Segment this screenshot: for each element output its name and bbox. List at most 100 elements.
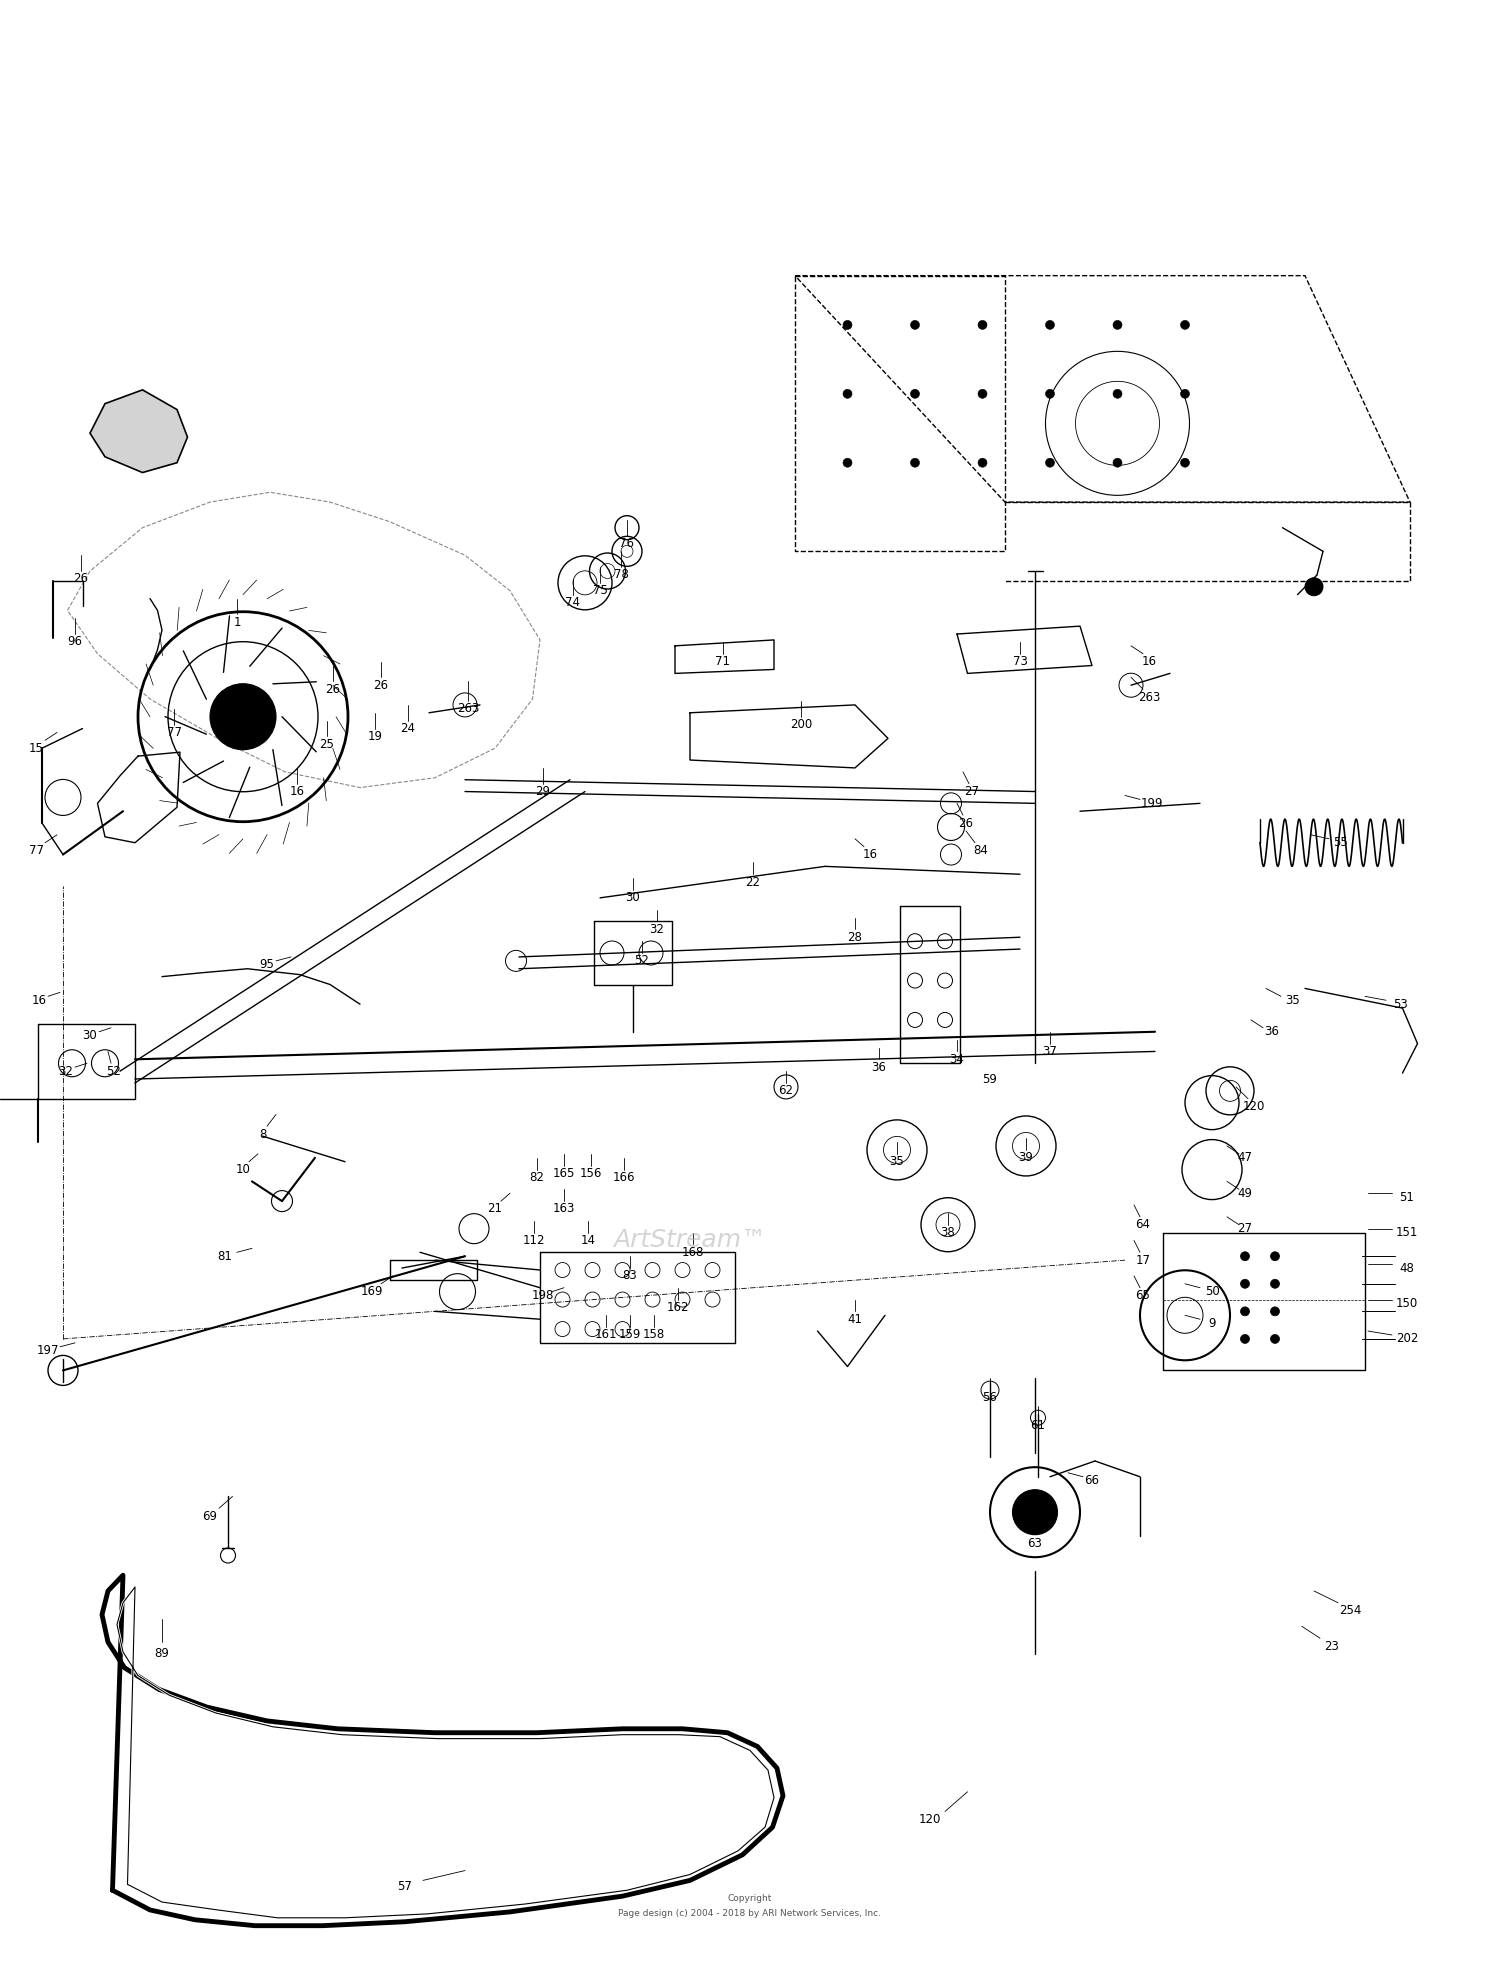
Text: 22: 22 xyxy=(746,876,760,888)
Circle shape xyxy=(1270,1252,1280,1260)
Circle shape xyxy=(1180,459,1190,467)
Text: 254: 254 xyxy=(1340,1605,1360,1617)
Text: 156: 156 xyxy=(580,1168,602,1179)
Circle shape xyxy=(1046,459,1054,467)
Text: 21: 21 xyxy=(488,1203,502,1215)
Text: 120: 120 xyxy=(1244,1101,1264,1112)
Text: 83: 83 xyxy=(622,1270,638,1282)
Text: 41: 41 xyxy=(847,1313,862,1325)
Text: 8: 8 xyxy=(260,1128,266,1140)
Text: 30: 30 xyxy=(626,892,640,904)
Text: 263: 263 xyxy=(1138,691,1160,703)
Text: 26: 26 xyxy=(374,679,388,691)
Text: 169: 169 xyxy=(360,1286,384,1298)
Text: 78: 78 xyxy=(614,569,628,581)
Text: 74: 74 xyxy=(566,597,580,608)
Text: 198: 198 xyxy=(532,1290,554,1302)
Text: 65: 65 xyxy=(1136,1290,1150,1302)
Circle shape xyxy=(1113,459,1122,467)
Circle shape xyxy=(910,390,920,398)
Text: ArtStream™: ArtStream™ xyxy=(614,1229,766,1252)
Text: 52: 52 xyxy=(106,1065,122,1077)
Text: 16: 16 xyxy=(32,994,46,1006)
Circle shape xyxy=(1180,321,1190,329)
Text: 162: 162 xyxy=(666,1302,688,1313)
Text: 39: 39 xyxy=(1019,1152,1034,1164)
Text: 19: 19 xyxy=(368,730,382,742)
Text: 27: 27 xyxy=(1238,1223,1252,1235)
Text: 161: 161 xyxy=(594,1329,618,1341)
Text: 36: 36 xyxy=(1264,1026,1280,1038)
Text: 55: 55 xyxy=(1334,837,1348,849)
Circle shape xyxy=(1013,1491,1058,1534)
Text: 84: 84 xyxy=(974,845,988,857)
Text: 64: 64 xyxy=(1136,1219,1150,1231)
Circle shape xyxy=(978,321,987,329)
Text: 30: 30 xyxy=(82,1030,98,1042)
Text: 28: 28 xyxy=(847,931,862,943)
Circle shape xyxy=(843,321,852,329)
Text: 150: 150 xyxy=(1396,1298,1417,1309)
Text: 81: 81 xyxy=(217,1250,232,1262)
Text: 82: 82 xyxy=(530,1172,544,1183)
Circle shape xyxy=(210,683,276,750)
Circle shape xyxy=(1270,1335,1280,1343)
Text: 35: 35 xyxy=(1286,994,1300,1006)
Text: Page design (c) 2004 - 2018 by ARI Network Services, Inc.: Page design (c) 2004 - 2018 by ARI Netwo… xyxy=(618,1910,882,1918)
Text: 199: 199 xyxy=(1140,797,1164,809)
Text: 34: 34 xyxy=(950,1053,964,1065)
Text: 120: 120 xyxy=(920,1813,940,1825)
Text: 165: 165 xyxy=(554,1168,574,1179)
Text: 38: 38 xyxy=(940,1227,956,1239)
Text: 35: 35 xyxy=(890,1156,904,1168)
Text: 76: 76 xyxy=(620,538,634,549)
Circle shape xyxy=(978,390,987,398)
Text: 202: 202 xyxy=(1396,1333,1417,1345)
Text: 32: 32 xyxy=(58,1065,74,1077)
Text: 61: 61 xyxy=(1030,1420,1045,1431)
Circle shape xyxy=(1046,390,1054,398)
Text: 15: 15 xyxy=(28,742,44,754)
Text: 14: 14 xyxy=(580,1235,596,1246)
Circle shape xyxy=(843,459,852,467)
Text: 95: 95 xyxy=(260,959,274,971)
Text: 71: 71 xyxy=(716,656,730,667)
Text: 52: 52 xyxy=(634,955,650,967)
Text: 47: 47 xyxy=(1238,1152,1252,1164)
Text: 56: 56 xyxy=(982,1392,998,1404)
Text: 69: 69 xyxy=(202,1510,217,1522)
Text: 73: 73 xyxy=(1013,656,1028,667)
Text: 159: 159 xyxy=(620,1329,640,1341)
Text: 48: 48 xyxy=(1400,1262,1414,1274)
Text: 16: 16 xyxy=(290,786,304,797)
Text: 32: 32 xyxy=(650,923,664,935)
Text: 29: 29 xyxy=(536,786,550,797)
Text: 112: 112 xyxy=(522,1235,546,1246)
Text: 197: 197 xyxy=(36,1345,60,1357)
Text: 50: 50 xyxy=(1204,1286,1219,1298)
Text: 23: 23 xyxy=(1324,1640,1340,1652)
Text: 53: 53 xyxy=(1394,998,1408,1010)
Text: 89: 89 xyxy=(154,1648,170,1660)
Text: 9: 9 xyxy=(1209,1317,1215,1329)
Text: 24: 24 xyxy=(400,723,416,734)
Text: 17: 17 xyxy=(1136,1254,1150,1266)
Text: 77: 77 xyxy=(28,845,44,857)
Text: 158: 158 xyxy=(644,1329,664,1341)
Text: 25: 25 xyxy=(320,738,334,750)
Polygon shape xyxy=(90,390,188,473)
Circle shape xyxy=(978,459,987,467)
Text: 166: 166 xyxy=(612,1172,636,1183)
Text: 77: 77 xyxy=(166,727,182,738)
Circle shape xyxy=(1240,1335,1250,1343)
Text: 16: 16 xyxy=(862,849,877,860)
Circle shape xyxy=(843,390,852,398)
Circle shape xyxy=(1270,1307,1280,1315)
Text: 59: 59 xyxy=(982,1073,998,1085)
Text: 49: 49 xyxy=(1238,1187,1252,1199)
Circle shape xyxy=(1113,321,1122,329)
Text: 63: 63 xyxy=(1028,1538,1042,1550)
Text: 26: 26 xyxy=(74,573,88,585)
Circle shape xyxy=(1240,1280,1250,1288)
Text: 10: 10 xyxy=(236,1164,250,1175)
